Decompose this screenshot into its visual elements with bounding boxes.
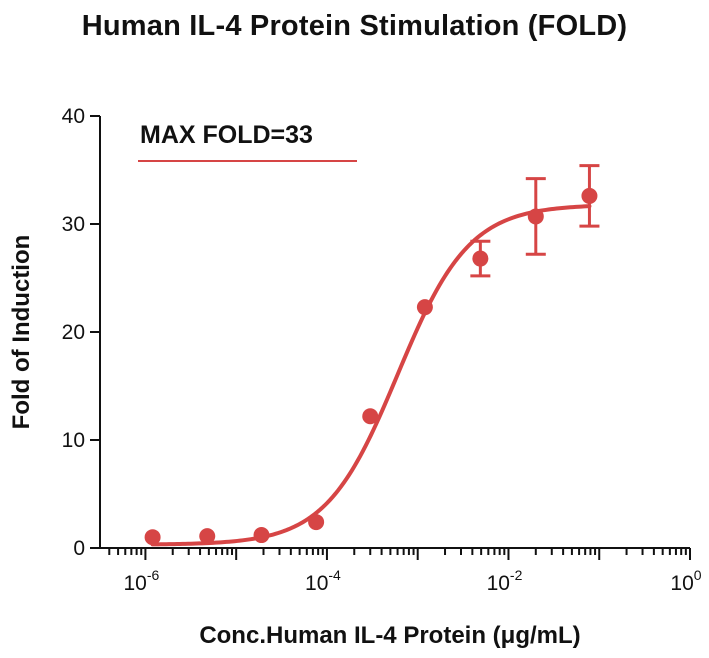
y-tick-label: 0 (73, 537, 85, 560)
y-tick-label: 20 (62, 321, 85, 344)
x-tick-label: 100 (670, 567, 701, 595)
chart-title: Human IL-4 Protein Stimulation (FOLD) (81, 10, 628, 42)
data-point (416, 299, 433, 316)
data-point (472, 250, 489, 267)
data-point (144, 529, 161, 546)
data-point (527, 208, 544, 225)
fit-curve-layer (150, 204, 592, 547)
y-tick-label: 30 (62, 213, 85, 236)
data-point (581, 187, 598, 204)
x-tick-label: 10-6 (124, 567, 160, 595)
y-axis-label: Fold of Induction (8, 235, 35, 430)
y-tick-label: 40 (62, 105, 85, 128)
x-tick-label: 10-2 (487, 567, 523, 595)
x-tick-label: 10-4 (305, 567, 341, 595)
fit-curve (150, 204, 592, 547)
data-point (308, 514, 325, 531)
axes: 0 10 20 30 40 10-6 10-4 10-2 100 (62, 105, 702, 595)
data-point (362, 408, 379, 425)
x-axis-label: Conc.Human IL-4 Protein (μg/mL) (199, 622, 580, 649)
data-points-layer (144, 164, 600, 546)
legend-annotation: MAX FOLD=33 (138, 121, 357, 162)
max-fold-label: MAX FOLD=33 (140, 121, 313, 149)
data-point (199, 528, 216, 545)
data-point (253, 527, 270, 544)
y-tick-label: 10 (62, 429, 85, 452)
